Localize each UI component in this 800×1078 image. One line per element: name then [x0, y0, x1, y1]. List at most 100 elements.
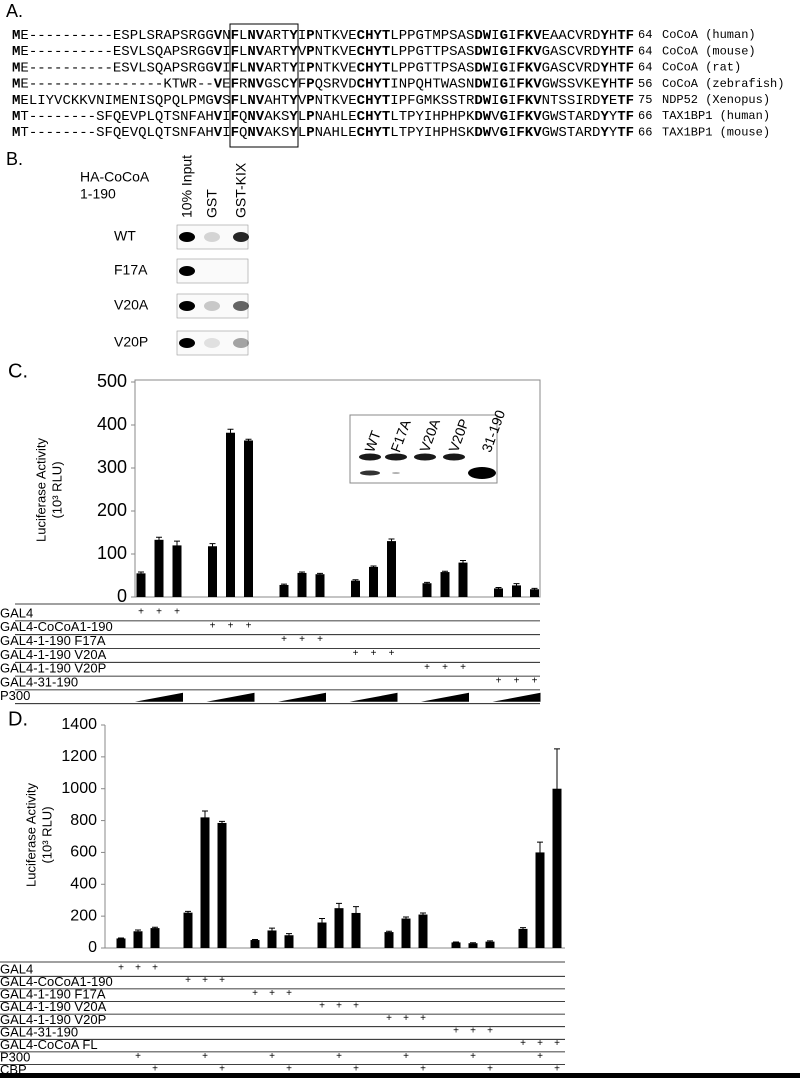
error-bar [156, 536, 162, 543]
band [414, 453, 436, 461]
error-bar [513, 583, 520, 588]
sequence: ME----------ESVLSQAPSRGGVIFLNVARTYVPNTKV… [12, 44, 634, 60]
construct: HA-CoCoA [80, 169, 150, 185]
construct: 1-190 [80, 186, 116, 202]
dose-ramp [492, 692, 541, 702]
band [204, 301, 220, 311]
y-tick-label: 200 [97, 500, 127, 520]
y-axis-unit: (10³ RLU) [39, 806, 54, 863]
bar [512, 585, 521, 597]
error-bar [219, 820, 225, 825]
band [468, 467, 496, 479]
band [233, 232, 249, 242]
error-bar [202, 810, 208, 824]
error-bar [245, 438, 252, 442]
error-bar [495, 587, 502, 590]
condition-label: GAL4-1-190 V20A [0, 647, 107, 662]
dose-ramp [421, 692, 469, 702]
bar [485, 941, 495, 948]
error-bar [388, 538, 395, 544]
condition-label: GAL4-1-190 V20P [0, 1012, 106, 1027]
condition-mark: + [353, 648, 359, 659]
error-bar [370, 565, 377, 568]
condition-mark: + [138, 607, 144, 618]
condition-mark: + [470, 1051, 476, 1062]
error-bar [470, 942, 476, 944]
bar [334, 908, 344, 948]
bar [494, 588, 503, 597]
error-bar [352, 579, 359, 582]
bar [317, 922, 327, 948]
condition-mark: + [537, 1051, 543, 1062]
error-bar [317, 572, 323, 576]
panel-label: D. [8, 708, 28, 730]
sequence-length: 75 [638, 93, 652, 107]
bottom-bar [0, 1073, 800, 1078]
bar [250, 940, 260, 948]
sequence-length: 66 [638, 109, 652, 123]
sequence-length: 66 [638, 125, 652, 139]
condition-mark: + [246, 620, 252, 631]
bar [440, 572, 450, 597]
species: CoCoA (mouse) [662, 44, 756, 58]
y-tick-label: 500 [97, 371, 127, 391]
error-bar [174, 540, 180, 550]
condition-mark: + [442, 662, 448, 673]
band [179, 232, 195, 242]
condition-mark: + [353, 1000, 359, 1011]
y-tick-label: 800 [70, 812, 97, 829]
bar [418, 914, 428, 948]
inset-label: WT [361, 428, 384, 454]
dose-ramp [278, 692, 326, 702]
error-bar [299, 571, 305, 574]
lane-label: 10% Input [179, 155, 195, 218]
condition-mark: + [219, 975, 225, 986]
condition-label: GAL4-CoCoA1-190 [0, 974, 113, 989]
bar [351, 580, 360, 597]
y-axis-label: Luciferase Activity [33, 437, 48, 542]
band [179, 301, 195, 311]
error-bar [227, 428, 234, 437]
condition-label: GAL4-1-190 V20P [0, 661, 106, 676]
condition-mark: + [118, 963, 124, 974]
sample-label: F17A [114, 262, 148, 278]
band [385, 453, 407, 461]
bar [315, 574, 325, 597]
y-tick-label: 1000 [61, 780, 97, 797]
bar [552, 788, 562, 948]
condition-mark: + [135, 963, 141, 974]
sequence: ME----------ESVLSQAPSRGGVIFLNVARTYIPNTKV… [12, 60, 634, 76]
dose-ramp [349, 692, 398, 702]
condition-mark: + [403, 1013, 409, 1024]
condition-mark: + [319, 1000, 325, 1011]
bar [297, 572, 307, 597]
condition-mark: + [286, 988, 292, 999]
condition-mark: + [537, 1038, 543, 1049]
sample-label: V20A [114, 297, 149, 313]
species: NDP52 (Xenopus) [662, 93, 770, 107]
condition-mark: + [202, 1051, 208, 1062]
error-bar [118, 937, 124, 939]
condition-mark: + [386, 1013, 392, 1024]
error-bar [185, 910, 191, 914]
band [204, 338, 220, 348]
y-axis-label: Luciferase Activity [23, 782, 38, 887]
error-bar [319, 918, 325, 927]
condition-mark: + [336, 1051, 342, 1062]
condition-mark: + [228, 620, 234, 631]
condition-mark: + [487, 1026, 493, 1037]
condition-mark: + [317, 634, 323, 645]
condition-mark: + [156, 607, 162, 618]
bar [244, 440, 253, 597]
bar [154, 539, 164, 597]
species: CoCoA (rat) [662, 61, 741, 75]
sequence: ME----------ESPLSRAPSRGGVNFLNVARTYIPNTKV… [12, 28, 634, 44]
sequence-length: 56 [638, 77, 652, 91]
error-bar [537, 841, 543, 863]
bar [150, 928, 160, 948]
bar [535, 852, 545, 948]
error-bar [520, 927, 526, 931]
bar [172, 545, 182, 597]
